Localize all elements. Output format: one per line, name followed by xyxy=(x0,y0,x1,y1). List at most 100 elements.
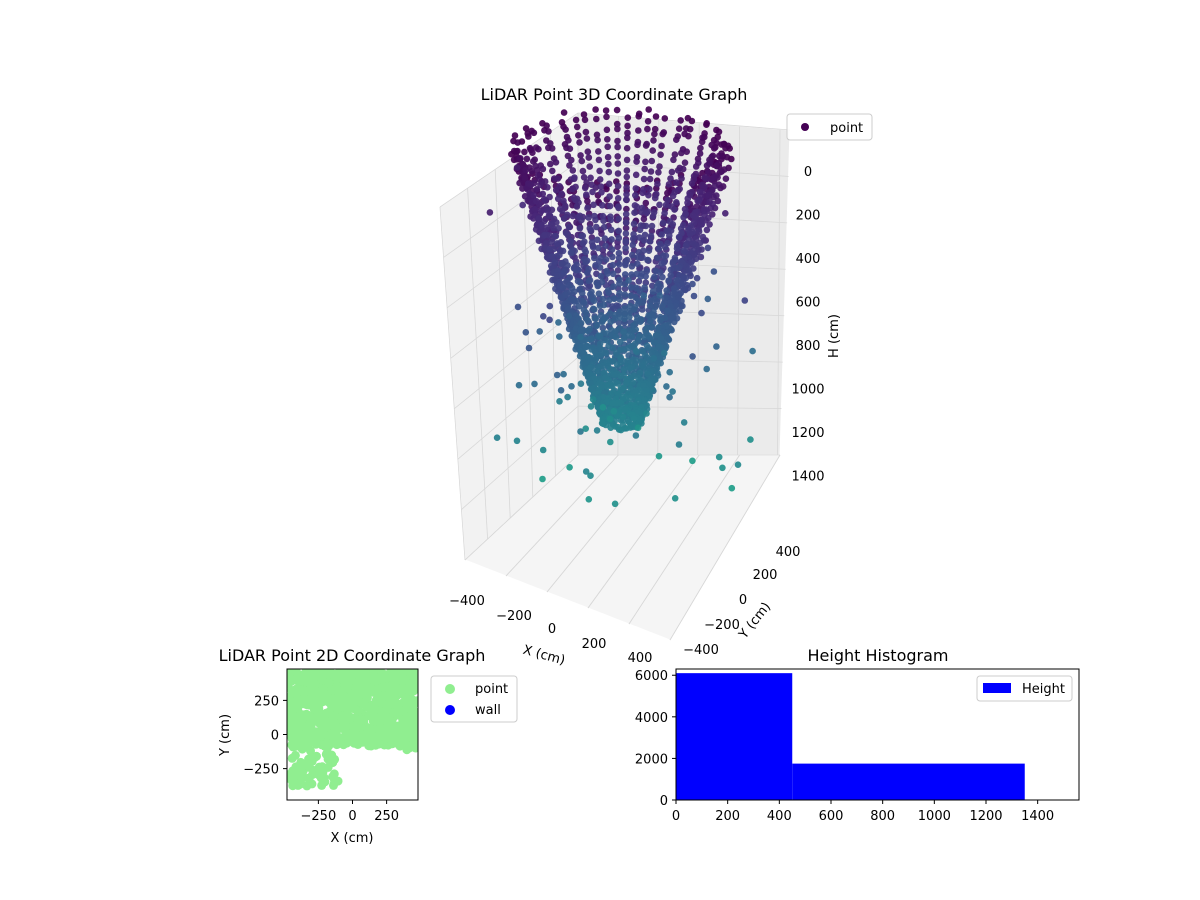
point-3d xyxy=(699,233,707,241)
point-3d xyxy=(535,145,542,153)
point-3d xyxy=(622,210,630,218)
point-3d xyxy=(513,437,521,445)
point-3d xyxy=(547,160,554,168)
point-3d xyxy=(665,181,673,188)
point-3d xyxy=(624,122,631,130)
point-3d xyxy=(632,171,640,179)
point-2d xyxy=(375,697,385,707)
point-3d xyxy=(608,246,616,253)
point-3d xyxy=(605,289,612,297)
point-3d xyxy=(531,205,539,213)
point-3d xyxy=(562,291,569,299)
point-3d xyxy=(648,297,655,305)
legend-3d: point xyxy=(786,113,873,141)
y-tick-histogram: 2000 xyxy=(635,752,668,767)
point-3d xyxy=(596,264,604,271)
point-3d xyxy=(639,306,646,313)
legend-histogram-label: Height xyxy=(1022,682,1065,697)
point-2d xyxy=(392,728,402,738)
point-3d xyxy=(589,396,597,403)
point-3d xyxy=(614,243,621,251)
x-tick-3d: 0 xyxy=(548,622,556,637)
point-3d xyxy=(565,312,573,320)
point-3d xyxy=(646,317,654,325)
z-axis-label-3d: H (cm) xyxy=(827,314,842,358)
point-3d xyxy=(614,137,621,145)
point-3d xyxy=(673,277,680,285)
point-2d xyxy=(356,680,366,690)
point-2d xyxy=(307,730,316,739)
point-3d xyxy=(568,383,575,390)
point-3d xyxy=(667,314,675,322)
x-tick-histogram: 800 xyxy=(870,809,895,824)
point-3d xyxy=(560,215,568,222)
point-3d xyxy=(546,193,553,201)
point-3d xyxy=(669,388,676,395)
point-3d xyxy=(678,175,685,182)
point-3d xyxy=(644,118,652,125)
point-3d xyxy=(603,185,610,193)
point-2d xyxy=(367,739,377,748)
point-3d xyxy=(644,256,652,264)
point-3d xyxy=(584,204,591,212)
point-3d xyxy=(614,153,621,160)
point-3d xyxy=(573,219,580,226)
point-3d xyxy=(663,307,671,315)
x-tick-histogram: 1000 xyxy=(918,809,951,824)
point-3d xyxy=(592,106,599,113)
point-3d xyxy=(615,249,623,257)
point-3d xyxy=(539,190,547,198)
point-3d xyxy=(621,271,629,278)
point-3d xyxy=(671,206,678,213)
x-tick-histogram: 1400 xyxy=(1021,809,1054,824)
point-3d xyxy=(593,115,600,123)
point-3d xyxy=(553,219,560,226)
point-3d xyxy=(656,292,664,299)
z-axis-3d: 0 200 400 600 800 1000 1200 1400 xyxy=(791,165,824,485)
point-3d xyxy=(568,156,575,164)
point-3d xyxy=(591,254,598,262)
point-2d xyxy=(309,712,319,722)
point-3d xyxy=(604,270,611,277)
point-3d xyxy=(660,349,668,357)
point-3d xyxy=(601,235,609,242)
point-3d xyxy=(694,197,701,204)
point-3d xyxy=(650,355,658,362)
point-3d xyxy=(571,288,578,296)
point-3d xyxy=(604,337,611,344)
point-3d xyxy=(634,397,642,404)
point-3d xyxy=(623,184,630,191)
point-3d xyxy=(513,164,521,171)
point-3d xyxy=(716,168,724,176)
point-2d xyxy=(311,690,321,699)
point-3d xyxy=(617,399,625,407)
chart-2d: LiDAR Point 2D Coordinate Graph −250 0 250… xyxy=(218,646,518,846)
point-3d xyxy=(593,427,601,434)
point-3d xyxy=(675,441,683,448)
point-3d xyxy=(662,201,670,209)
point-3d xyxy=(715,152,723,160)
point-3d xyxy=(599,420,606,427)
point-3d xyxy=(607,226,615,234)
point-3d xyxy=(628,263,636,270)
point-3d xyxy=(582,468,590,475)
point-3d xyxy=(566,145,574,152)
point-3d xyxy=(664,227,672,234)
point-3d xyxy=(680,247,687,255)
point-2d xyxy=(382,702,392,712)
point-3d xyxy=(686,230,694,238)
point-3d xyxy=(598,189,605,196)
point-3d xyxy=(645,312,652,319)
y-axis-3d: −400 −200 0 200 400 xyxy=(683,545,800,658)
chart-3d-title: LiDAR Point 3D Coordinate Graph xyxy=(481,85,748,104)
point-2d xyxy=(396,687,406,697)
point-3d xyxy=(672,264,680,272)
point-3d xyxy=(523,155,531,163)
point-3d xyxy=(552,159,560,166)
point-3d xyxy=(621,285,629,293)
point-3d xyxy=(543,224,551,231)
point-3d xyxy=(594,282,602,290)
point-3d xyxy=(646,238,654,245)
point-3d xyxy=(564,393,571,401)
point-3d xyxy=(585,214,592,221)
